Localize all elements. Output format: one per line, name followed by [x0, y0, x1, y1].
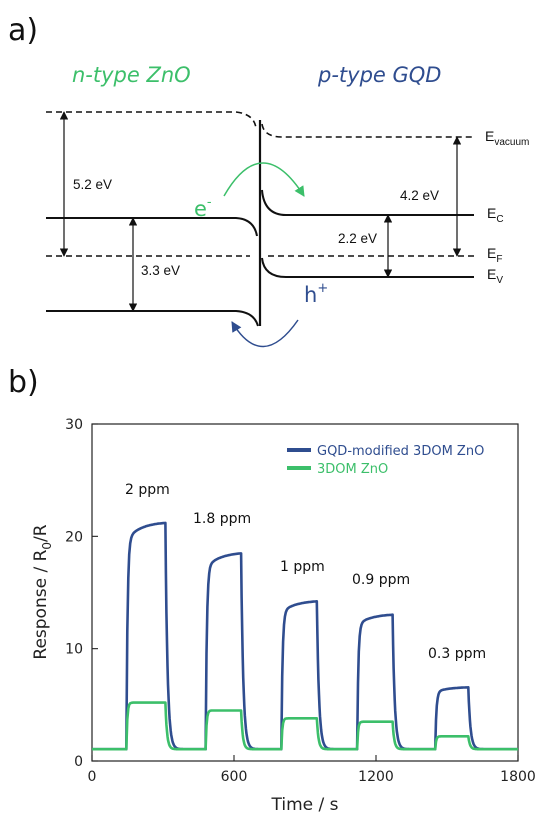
panel-a-band-diagram: a) n-type ZnO p-type GQD 5.2 eV 3.3 eV 4…: [8, 13, 529, 348]
y-axis-title: Response / R0/R: [31, 524, 54, 659]
y-tick-label: 0: [74, 754, 83, 770]
hole-label: h+: [304, 281, 328, 307]
hole-transfer-arrow: [231, 319, 299, 348]
series-layer: [92, 521, 518, 751]
zno-type-label: n-type ZnO: [72, 63, 191, 87]
electron-transfer-arrow: [223, 162, 305, 197]
gap-label-3-3: 3.3 eV: [141, 263, 180, 278]
conc-label-1: 2 ppm: [125, 482, 170, 498]
series-line-zno: [92, 701, 518, 751]
plot-frame: [91, 423, 519, 762]
panel-b-chart: b) 0 600 1200 1800 0 10 20 30 Time / s Response…: [8, 365, 536, 815]
axis-ticks: 0 600 1200 1800 0 10 20 30: [65, 417, 536, 785]
x-tick-label: 0: [88, 769, 97, 785]
legend-label-zno: 3DOM ZnO: [317, 462, 388, 477]
zno-conduction-band: [46, 217, 258, 237]
series-line-gqd: [92, 521, 518, 751]
e-vacuum-label: Evacuum: [485, 128, 529, 148]
gap-label-2-2: 2.2 eV: [338, 231, 377, 246]
y-tick-label: 10: [65, 642, 83, 658]
electron-label: e-: [194, 195, 212, 221]
panel-b-label: b): [8, 365, 39, 400]
gqd-vacuum-level: [261, 123, 474, 138]
y-tick-label: 20: [65, 529, 83, 545]
legend-label-gqd: GQD-modified 3DOM ZnO: [317, 444, 484, 459]
x-tick-label: 600: [221, 769, 248, 785]
panel-a-label: a): [8, 13, 38, 48]
x-axis-title: Time / s: [271, 795, 339, 815]
conc-label-3: 1 ppm: [280, 559, 325, 575]
x-tick-label: 1800: [500, 769, 536, 785]
e-c-label: EC: [487, 205, 504, 225]
gap-label-5-2: 5.2 eV: [73, 177, 112, 192]
zno-vacuum-level: [46, 111, 257, 129]
x-tick-label: 1200: [358, 769, 394, 785]
conc-label-2: 1.8 ppm: [193, 511, 251, 527]
conc-label-4: 0.9 ppm: [352, 572, 410, 588]
gqd-conduction-band: [261, 189, 474, 216]
gap-label-4-2: 4.2 eV: [400, 188, 439, 203]
e-f-label: EF: [487, 245, 502, 265]
conc-label-5: 0.3 ppm: [428, 646, 486, 662]
legend: GQD-modified 3DOM ZnO 3DOM ZnO: [287, 444, 484, 477]
gqd-type-label: p-type GQD: [317, 63, 441, 87]
gqd-valence-band: [261, 257, 474, 278]
e-v-label: EV: [487, 266, 503, 286]
y-tick-label: 30: [65, 417, 83, 433]
zno-valence-band: [46, 310, 259, 327]
